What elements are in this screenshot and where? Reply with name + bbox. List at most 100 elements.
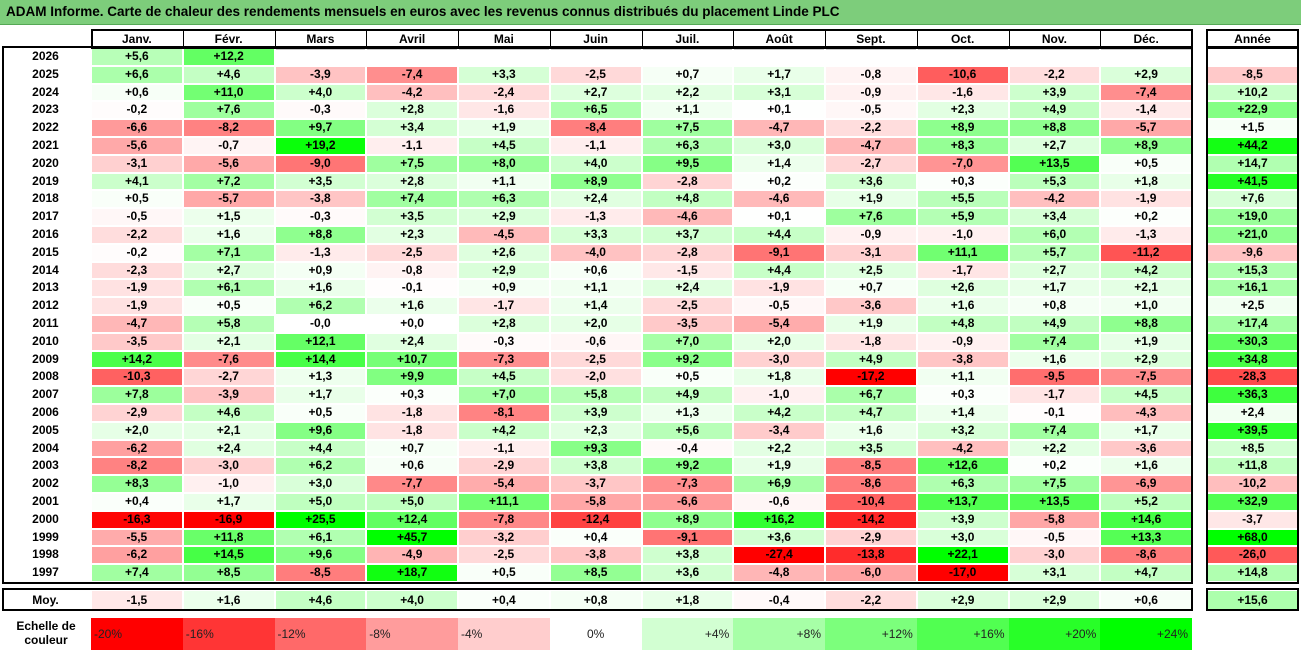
heatmap-cell: +2,6 <box>459 244 549 261</box>
heatmap-cell: +1,3 <box>642 405 733 421</box>
heatmap-cell: +6,3 <box>459 191 549 208</box>
heatmap-cell: +8,8 <box>1009 120 1100 136</box>
heatmap-cell: +3,3 <box>550 227 641 243</box>
heatmap-cell: +6,2 <box>275 298 366 314</box>
heatmap-cell: +3,6 <box>642 565 733 581</box>
heatmap-cell: +2,2 <box>642 84 733 101</box>
heatmap-cell: +5,8 <box>183 316 274 332</box>
heatmap-cell: +3,4 <box>1009 209 1100 225</box>
row-year-label: 2000 <box>32 511 59 526</box>
heatmap-cell: -7,3 <box>459 351 549 368</box>
heatmap-cell: -0,1 <box>1009 405 1100 421</box>
annual-cell: +17,4 <box>1208 316 1297 332</box>
heatmap-cell: +5,3 <box>1009 173 1100 190</box>
heatmap-cell: +4,6 <box>183 405 274 421</box>
average-cell: +0,8 <box>550 591 641 609</box>
heatmap-cell: -2,5 <box>550 66 641 83</box>
row-year-label: 2005 <box>32 422 59 437</box>
heatmap-cell: +7,4 <box>92 565 182 581</box>
row-year-label: 2023 <box>32 102 59 117</box>
heatmap-cell: -4,7 <box>92 316 182 332</box>
heatmap-cell: +3,1 <box>1009 565 1100 581</box>
heatmap-cell: +4,2 <box>1101 262 1191 279</box>
heatmap-cell: +0,1 <box>734 209 824 225</box>
heatmap-cell: +14,2 <box>92 351 182 368</box>
row-year-label: 2006 <box>32 405 59 419</box>
heatmap-cell: +1,6 <box>917 298 1008 314</box>
heatmap-cell: +6,2 <box>275 458 366 475</box>
heatmap-cell: +4,2 <box>734 405 824 421</box>
heatmap-cell: -14,2 <box>826 511 916 528</box>
heatmap-cell: +1,1 <box>459 173 549 190</box>
annual-cell: +32,9 <box>1208 494 1297 510</box>
annual-cell: +1,5 <box>1208 120 1297 136</box>
color-scale-label-line1: Echelle de <box>16 619 76 633</box>
heatmap-cell: -3,1 <box>92 155 182 172</box>
heatmap-cell: +1,5 <box>183 209 274 225</box>
heatmap-cell: -0,5 <box>1009 529 1100 546</box>
average-cell: -0,4 <box>734 591 824 609</box>
heatmap-cell: -2,2 <box>92 227 182 243</box>
heatmap-cell: +8,9 <box>917 120 1008 136</box>
heatmap-cell: +0,5 <box>642 369 733 386</box>
header-separator <box>825 30 826 47</box>
row-year-label: 1998 <box>32 547 59 562</box>
heatmap-cell: -2,9 <box>92 405 182 421</box>
color-scale-swatch: -12% <box>274 618 367 650</box>
heatmap-cell: +9,6 <box>275 547 366 564</box>
header-separator <box>1100 30 1102 47</box>
heatmap-cell: +4,7 <box>826 405 916 421</box>
heatmap-cell: +3,5 <box>275 173 366 190</box>
heatmap-cell: +5,8 <box>550 387 641 403</box>
heatmap-cell: +3,0 <box>275 476 366 492</box>
heatmap-cell: +9,5 <box>642 155 733 172</box>
heatmap-cell: -3,8 <box>917 351 1008 368</box>
heatmap-cell: -1,0 <box>734 387 824 403</box>
heatmap-cell: +1,9 <box>1101 333 1191 350</box>
row-year-label: 2008 <box>32 369 59 384</box>
heatmap-cell: +12,6 <box>917 458 1008 475</box>
heatmap-cell: -1,3 <box>550 209 641 225</box>
heatmap-cell: +8,8 <box>1101 316 1191 332</box>
heatmap-cell: -2,2 <box>826 120 916 136</box>
heatmap-cell: +0,2 <box>1009 458 1100 475</box>
heatmap-cell: -1,7 <box>459 298 549 314</box>
heatmap-cell: -4,5 <box>459 227 549 243</box>
heatmap-cell: +4,4 <box>734 227 824 243</box>
heatmap-cell <box>917 49 1008 65</box>
heatmap-cell: -5,5 <box>92 529 182 546</box>
heatmap-cell: -16,3 <box>92 511 182 528</box>
heatmap-cell: +0,2 <box>734 173 824 190</box>
heatmap-cell: +4,9 <box>1009 316 1100 332</box>
heatmap-cell: +11,8 <box>183 529 274 546</box>
average-cell: +0,4 <box>459 591 549 609</box>
heatmap-cell: +5,9 <box>917 209 1008 225</box>
heatmap-cell: +7,4 <box>1009 333 1100 350</box>
heatmap-cell: +1,9 <box>826 316 916 332</box>
heatmap-cell: -1,9 <box>92 298 182 314</box>
heatmap-cell: -0,9 <box>917 333 1008 350</box>
heatmap-cell: +1,9 <box>459 120 549 136</box>
heatmap-cell: +0,9 <box>459 280 549 297</box>
heatmap-cell: -27,4 <box>734 547 824 564</box>
heatmap-cell: +4,8 <box>917 316 1008 332</box>
heatmap-cell: +1,7 <box>275 387 366 403</box>
title-bar: ADAM Informe. Carte de chaleur des rende… <box>0 0 1301 25</box>
heatmap-cell: -0,4 <box>642 440 733 457</box>
annual-cell: +39,5 <box>1208 422 1297 439</box>
heatmap-cell: -0,3 <box>275 102 366 119</box>
heatmap-cell: -3,7 <box>550 476 641 492</box>
heatmap-cell: -2,0 <box>550 369 641 386</box>
heatmap-cell: +5,0 <box>275 494 366 510</box>
heatmap-cell: -0,9 <box>826 227 916 243</box>
heatmap-cell: -12,4 <box>550 511 641 528</box>
annual-cell: -9,6 <box>1208 244 1297 261</box>
row-year-label: 2002 <box>32 476 59 491</box>
color-scale-swatch: +4% <box>641 618 734 650</box>
heatmap-cell: +2,8 <box>367 173 457 190</box>
heatmap-cell: -1,1 <box>459 440 549 457</box>
heatmap-cell: +4,9 <box>1009 102 1100 119</box>
annual-cell: +7,6 <box>1208 191 1297 208</box>
annual-cell: +10,2 <box>1208 84 1297 101</box>
heatmap-cell: -3,9 <box>275 66 366 83</box>
